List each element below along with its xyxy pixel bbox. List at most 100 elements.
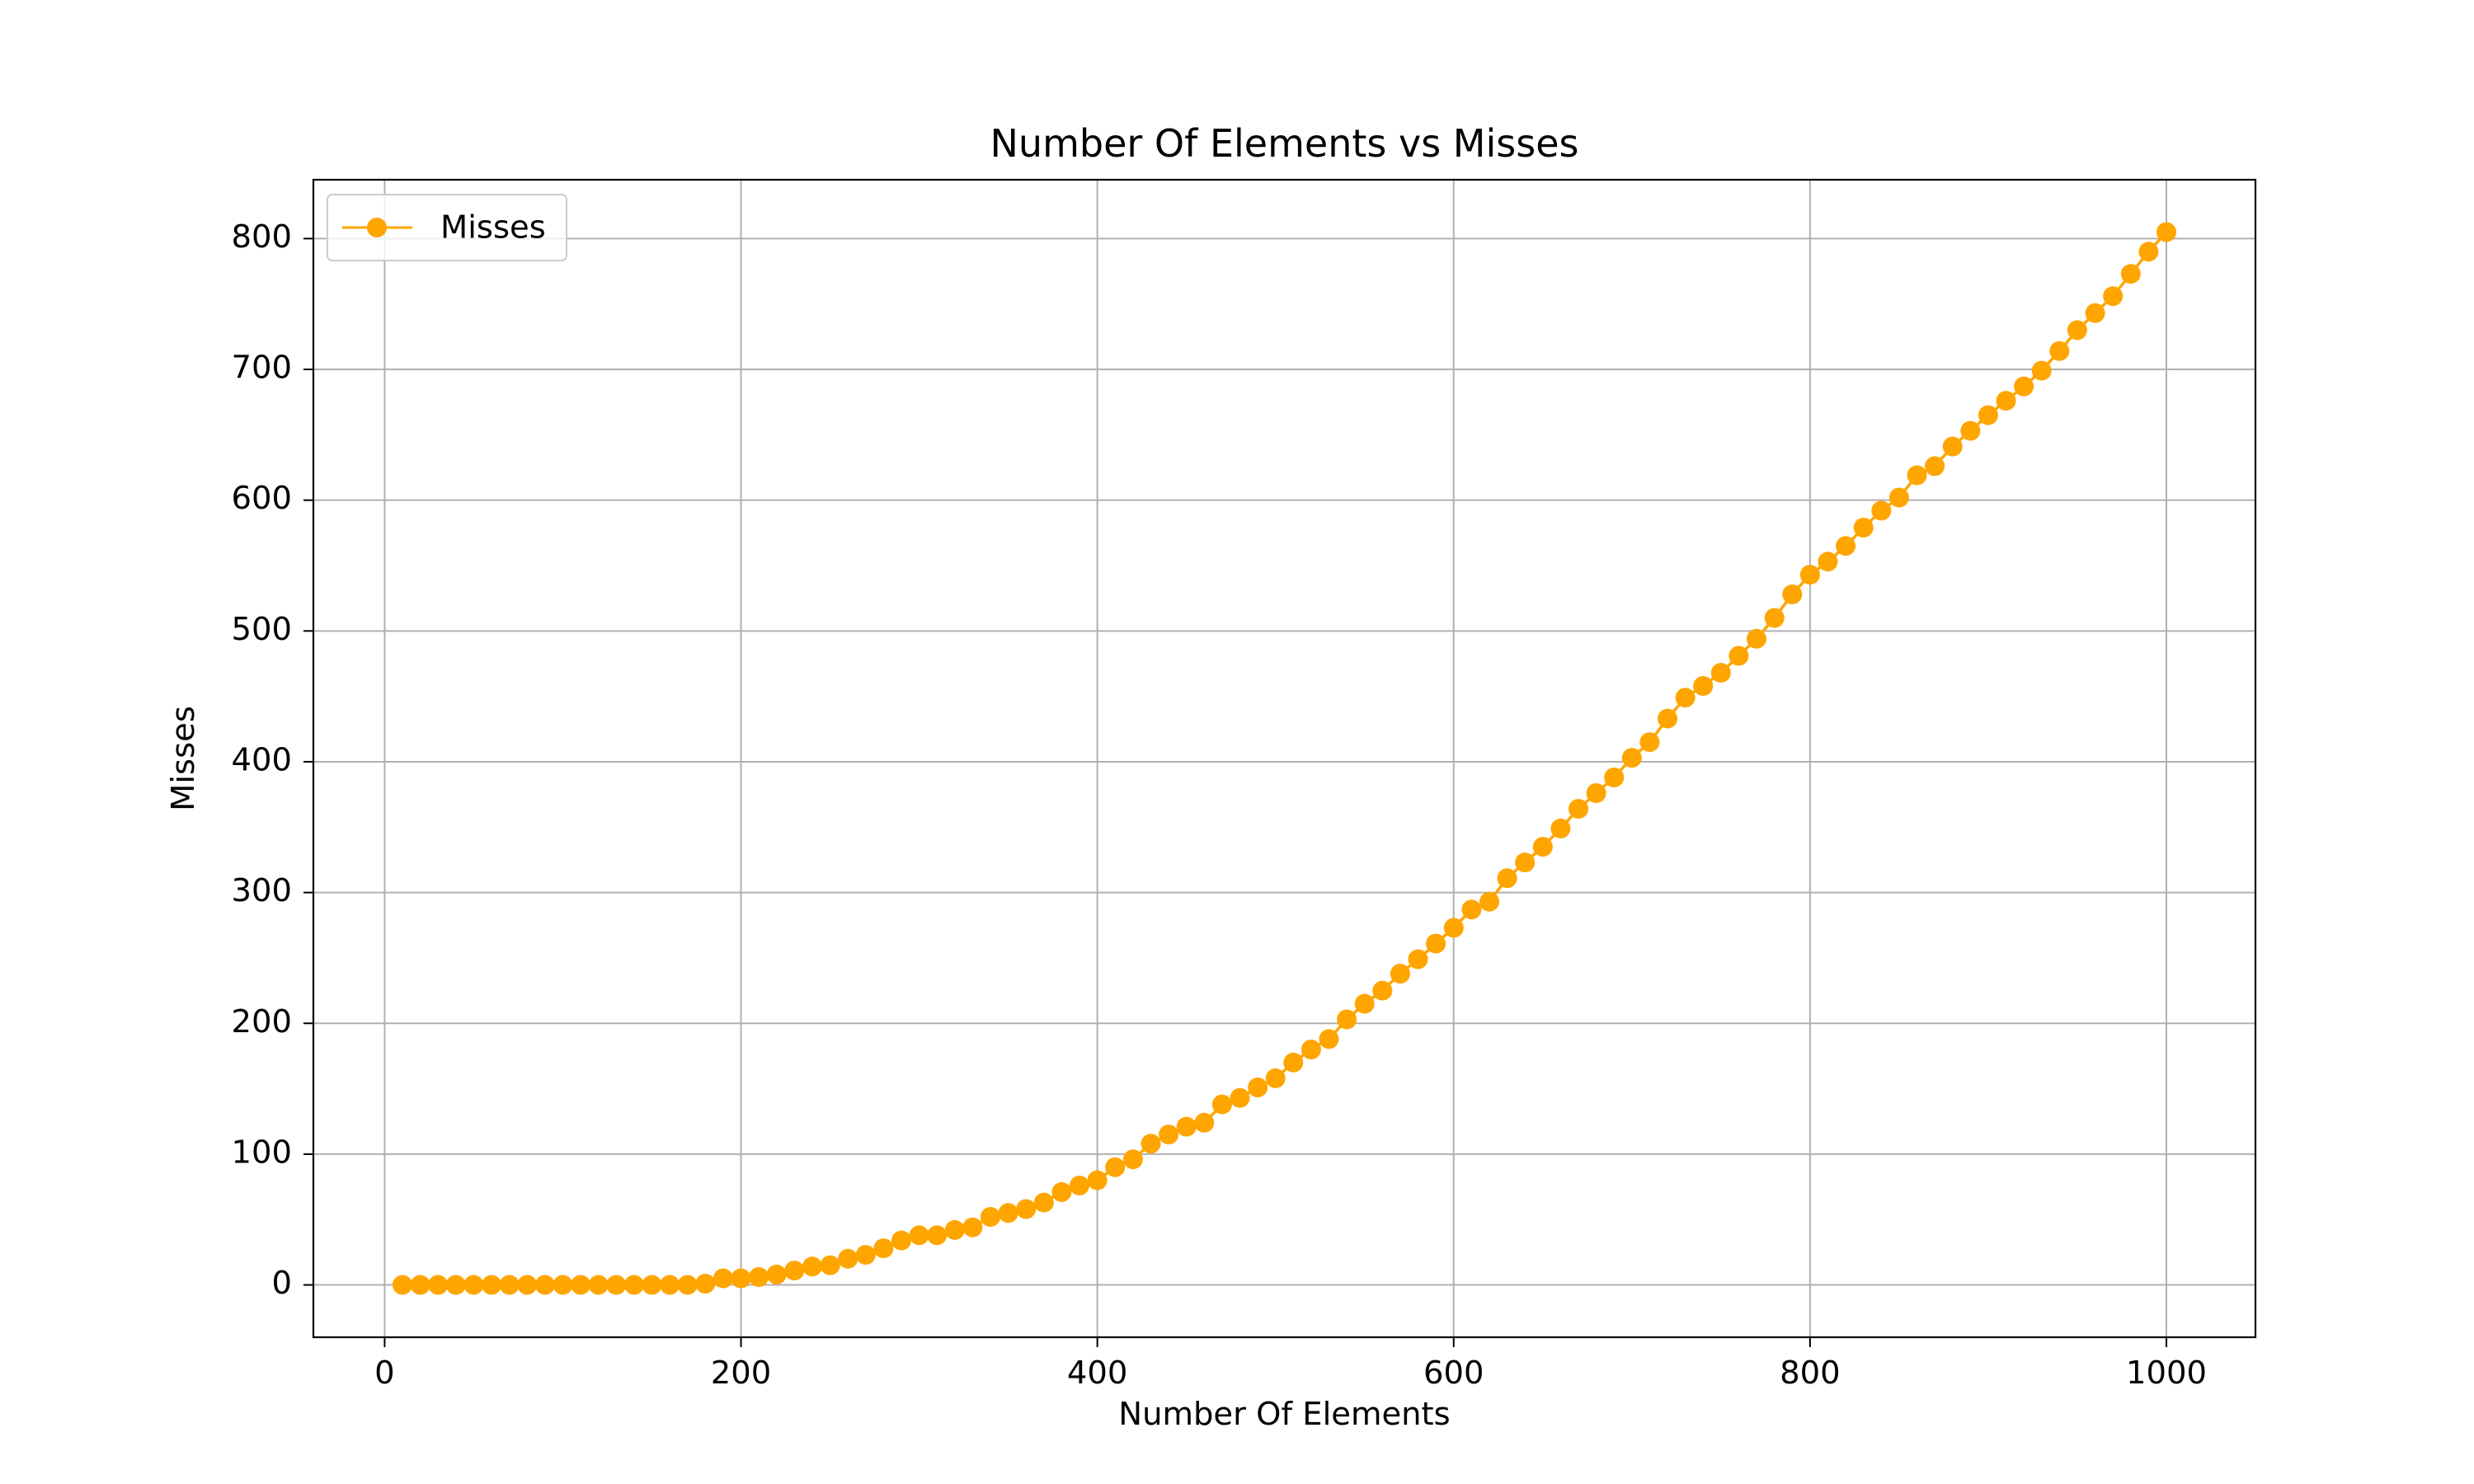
misses-data-point [445,1275,466,1295]
misses-data-point [927,1225,948,1246]
y-tick-label: 200 [232,1003,293,1040]
misses-data-point [482,1275,502,1295]
misses-data-point [1586,783,1606,803]
misses-data-point [1942,436,1963,457]
grid [313,180,2255,1337]
misses-data-point [1693,676,1714,696]
legend-marker [367,218,387,237]
x-axis-label: Number Of Elements [1118,1396,1450,1433]
misses-data-point [1907,465,1927,486]
misses-data-point [1051,1181,1072,1202]
misses-data-point [1888,487,1909,508]
y-tick-label: 300 [232,872,293,909]
misses-data-point [642,1275,662,1295]
misses-data-point [1372,980,1393,1001]
misses-data-point [428,1275,449,1295]
misses-data-point [784,1261,805,1281]
misses-data-point [1211,1094,1232,1115]
misses-data-point [1390,964,1410,984]
misses-data-point [1300,1040,1321,1059]
legend: Misses [327,194,567,261]
misses-data-point [909,1225,929,1246]
y-tick-label: 500 [232,611,293,648]
misses-data-point [1604,768,1625,787]
misses-data-point [1497,868,1517,889]
misses-data-point [623,1275,644,1295]
misses-data-point [891,1230,911,1251]
misses-data-point [1408,949,1428,970]
misses-data-point [1569,799,1588,819]
misses-data-point [1799,565,1820,585]
misses-data-point [1550,818,1571,838]
misses-data-point [1639,732,1660,753]
misses-data-point [1853,518,1874,538]
misses-data-point [1621,748,1642,768]
misses-data-point [1194,1112,1215,1133]
misses-data-point [1337,1009,1357,1030]
misses-data-point [1070,1176,1089,1195]
misses-data-point [820,1255,840,1275]
misses-data-point [393,1275,412,1295]
misses-data-point [1836,536,1856,556]
misses-data-point [1764,608,1785,628]
series-layer [393,222,2176,1295]
misses-data-point [2014,376,2034,397]
misses-data-point [1461,899,1482,920]
misses-data-point [1265,1068,1286,1088]
misses-data-point [1978,405,1998,425]
misses-data-point [2138,242,2159,262]
y-tick-label: 100 [232,1134,293,1171]
misses-data-point [1176,1116,1197,1137]
y-tick-label: 400 [232,741,293,778]
legend-box [327,194,567,261]
misses-data-point [1105,1157,1126,1177]
y-tick-label: 600 [232,480,293,517]
misses-data-point [2049,340,2070,361]
misses-data-point [410,1275,430,1295]
misses-data-point [855,1245,876,1266]
misses-data-point [1122,1149,1143,1170]
misses-data-point [2067,320,2087,340]
misses-data-point [1354,993,1375,1014]
misses-data-point [944,1219,965,1240]
misses-data-point [749,1267,769,1287]
misses-data-point [1871,500,1892,521]
misses-data-point [802,1256,822,1277]
misses-data-point [1283,1052,1304,1073]
misses-data-point [1248,1078,1268,1097]
misses-data-point [1710,663,1731,683]
misses-data-point [2157,222,2176,242]
misses-data-point [1159,1125,1179,1145]
misses-data-point [1996,391,2016,411]
plot-area-frame [312,178,2257,1339]
misses-data-point [1016,1199,1037,1219]
misses-data-point [606,1275,627,1295]
x-tick-label: 0 [374,1355,395,1392]
misses-data-point [1426,933,1446,954]
misses-data-point [2085,303,2105,323]
y-tick-label: 0 [272,1265,293,1302]
misses-data-point [588,1275,609,1295]
y-tick-label: 800 [232,218,293,256]
x-tick-label: 200 [711,1355,772,1392]
chart-title: Number Of Elements vs Misses [990,121,1579,166]
misses-data-point [463,1275,484,1295]
y-tick-label: 700 [232,350,293,387]
misses-data-point [2120,264,2141,284]
x-tick-label: 1000 [2126,1355,2207,1392]
misses-data-point [1925,456,1945,477]
misses-data-point [1141,1134,1161,1154]
misses-data-point [766,1264,787,1284]
misses-data-point [677,1275,698,1295]
misses-data-point [1782,584,1803,604]
misses-data-point [517,1275,538,1295]
misses-data-point [2103,286,2124,307]
x-tick-label: 400 [1067,1355,1128,1392]
misses-data-point [571,1275,591,1295]
misses-data-point [1479,891,1499,912]
misses-data-point [838,1248,858,1269]
misses-data-point [713,1268,733,1289]
misses-data-point [1230,1087,1250,1108]
axis-ticks: 0 200 400 600 800 1000 0 100 200 300 400 500 600 700 8… [232,218,2207,1392]
